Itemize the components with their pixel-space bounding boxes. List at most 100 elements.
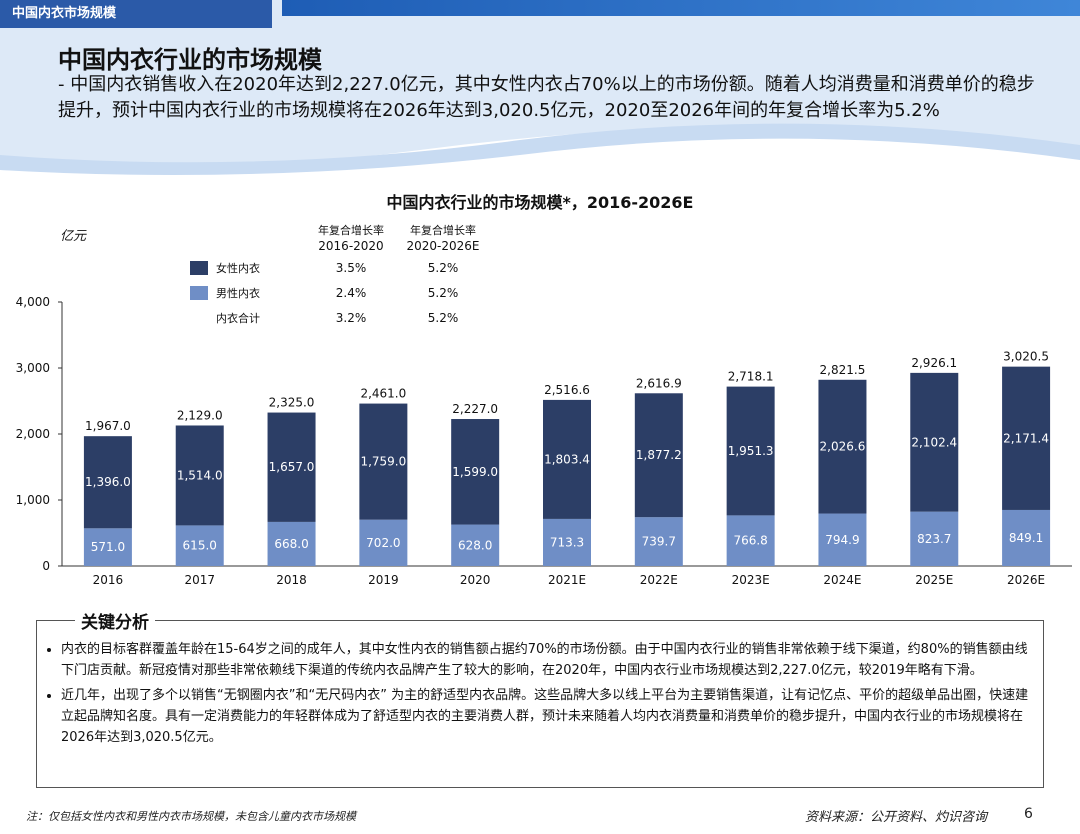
bar-total-label: 2,616.9	[636, 376, 682, 390]
cagr-row-label: 男性内衣	[216, 286, 260, 300]
cagr-value: 2.4%	[336, 286, 367, 300]
bar-segment-male	[359, 519, 408, 566]
bar-total-label: 2,821.5	[820, 363, 866, 377]
bar-segment-male	[726, 515, 775, 566]
chart-bars: 571.0 1,396.0 1,967.0 2016 615.0 1,514.0 2,129…	[83, 350, 1051, 587]
bar-label-female: 1,396.0	[85, 475, 131, 489]
bar-segment-female	[83, 436, 132, 529]
bar-segment-female	[1002, 366, 1051, 510]
bar-segment-male	[83, 528, 132, 566]
bar-label-male: 702.0	[366, 536, 400, 550]
cagr-header-period: 2020-2026E	[407, 239, 480, 253]
bar-segment-female	[451, 419, 500, 525]
bar-total-label: 2,461.0	[360, 387, 406, 401]
bar-label-male: 615.0	[183, 539, 217, 553]
bar-label-female: 1,657.0	[269, 460, 315, 474]
x-tick-label: 2025E	[915, 573, 953, 587]
bar-label-male: 628.0	[458, 538, 492, 552]
legend-swatch	[190, 286, 208, 300]
x-tick-label: 2019	[368, 573, 399, 587]
bar-segment-female	[818, 379, 867, 514]
page-title: 中国内衣行业的市场规模	[58, 46, 322, 74]
page-subtitle: - 中国内衣销售收入在2020年达到2,227.0亿元，其中女性内衣占70%以上…	[58, 74, 1035, 121]
cagr-value: 5.2%	[428, 261, 459, 275]
bar-label-female: 1,514.0	[177, 468, 223, 482]
bar-segment-male	[634, 517, 683, 566]
x-tick-label: 2020	[460, 573, 491, 587]
bar-segment-female	[634, 393, 683, 518]
cagr-value: 3.5%	[336, 261, 367, 275]
bar-total-label: 2,718.1	[728, 370, 774, 384]
bar-label-female: 1,599.0	[452, 465, 498, 479]
bar-label-male: 571.0	[91, 540, 125, 554]
cagr-header-period: 2016-2020	[318, 239, 383, 253]
x-tick-label: 2018	[276, 573, 307, 587]
bar-label-male: 739.7	[642, 535, 676, 549]
y-tick-label: 0	[42, 559, 50, 573]
analysis-heading: 关键分析	[75, 608, 155, 633]
cagr-value: 5.2%	[428, 286, 459, 300]
cagr-value: 3.2%	[336, 311, 367, 325]
legend-swatch	[190, 261, 208, 275]
market-size-chart: 中国内衣行业的市场规模*，2016-2026E 亿元 0 1,000 2,000 3,…	[16, 193, 1072, 587]
bar-label-male: 849.1	[1009, 531, 1043, 545]
bar-total-label: 2,516.6	[544, 383, 590, 397]
cagr-value: 5.2%	[428, 311, 459, 325]
y-tick-label: 4,000	[16, 295, 50, 309]
bar-label-male: 823.7	[917, 532, 951, 546]
bar-total-label: 2,227.0	[452, 402, 498, 416]
header-background-swoosh	[0, 0, 1080, 175]
x-tick-label: 2022E	[640, 573, 678, 587]
bar-total-label: 2,926.1	[911, 356, 957, 370]
bar-label-male: 766.8	[733, 534, 767, 548]
x-tick-label: 2024E	[823, 573, 861, 587]
analysis-list: 内衣的目标客群覆盖年龄在15-64岁之间的成年人，其中女性内衣的销售额占据约70…	[37, 639, 1043, 748]
bar-label-female: 1,951.3	[728, 444, 774, 458]
bar-segment-male	[451, 524, 500, 566]
footnote: 注：仅包括女性内衣和男性内衣市场规模，未包含儿童内衣市场规模	[26, 810, 356, 823]
cagr-header-label: 年复合增长率	[410, 223, 476, 237]
bar-label-female: 1,877.2	[636, 448, 682, 462]
bar-segment-female	[359, 403, 408, 520]
bar-label-female: 1,759.0	[360, 455, 406, 469]
bar-segment-female	[910, 372, 959, 512]
bar-segment-male	[910, 511, 959, 566]
y-tick-label: 3,000	[16, 361, 50, 375]
bar-segment-female	[175, 425, 224, 526]
bar-label-female: 2,026.6	[820, 440, 866, 454]
bar-total-label: 1,967.0	[85, 419, 131, 433]
bar-label-female: 1,803.4	[544, 452, 590, 466]
analysis-bullet-1: 内衣的目标客群覆盖年龄在15-64岁之间的成年人，其中女性内衣的销售额占据约70…	[61, 639, 1033, 681]
cagr-header-label: 年复合增长率	[318, 223, 384, 237]
x-tick-label: 2016	[93, 573, 124, 587]
top-accent-bar	[282, 0, 1080, 16]
bar-segment-male	[1002, 509, 1051, 566]
source-note: 资料来源：公开资料、灼识咨询	[805, 810, 988, 825]
bar-segment-male	[175, 525, 224, 566]
x-tick-label: 2017	[184, 573, 215, 587]
cagr-table: 年复合增长率 2016-2020 年复合增长率 2020-2026E 女性内衣 3.5% 5…	[190, 223, 480, 325]
chart-title: 中国内衣行业的市场规模*，2016-2026E	[386, 193, 693, 212]
section-tab: 中国内衣市场规模	[0, 0, 272, 28]
y-tick-label: 2,000	[16, 427, 50, 441]
bar-segment-male	[543, 518, 591, 566]
bar-total-label: 2,129.0	[177, 408, 223, 422]
bar-label-female: 2,102.4	[911, 435, 957, 449]
page-number: 6	[1024, 806, 1033, 822]
cagr-row-label: 内衣合计	[216, 311, 260, 325]
cagr-row-label: 女性内衣	[216, 261, 260, 275]
x-tick-label: 2023E	[732, 573, 770, 587]
bar-segment-female	[543, 399, 591, 519]
x-tick-label: 2026E	[1007, 573, 1045, 587]
bar-label-male: 668.0	[274, 537, 308, 551]
bar-segment-male	[267, 521, 316, 566]
bar-label-female: 2,171.4	[1003, 431, 1049, 445]
y-tick-label: 1,000	[16, 493, 50, 507]
analysis-box: 内衣的目标客群覆盖年龄在15-64岁之间的成年人，其中女性内衣的销售额占据约70…	[36, 620, 1044, 788]
bar-segment-female	[267, 412, 316, 522]
bar-segment-male	[818, 513, 867, 566]
analysis-bullet-2: 近几年，出现了多个以销售“无钢圈内衣”和“无尺码内衣” 为主的舒适型内衣品牌。这…	[61, 685, 1033, 748]
y-axis-label: 亿元	[60, 229, 87, 244]
bar-total-label: 3,020.5	[1003, 350, 1049, 364]
x-tick-label: 2021E	[548, 573, 586, 587]
